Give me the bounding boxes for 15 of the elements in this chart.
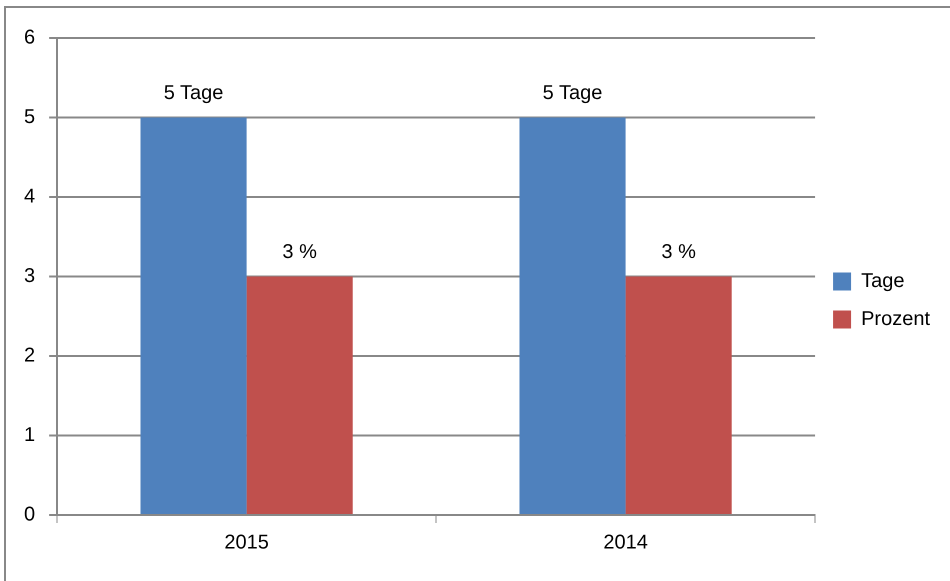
y-tick-label: 0 [24,504,36,526]
y-tick-label: 3 [24,265,36,288]
data-label: 3 % [282,241,318,264]
y-tick-label: 2 [24,344,36,367]
y-tick-label: 1 [24,424,36,446]
x-tick-label: 2014 [603,532,648,554]
legend-label: Prozent [861,308,930,330]
y-tick-label: 6 [24,26,36,49]
data-label: 3 % [661,241,696,264]
data-label: 5 Tage [164,82,224,104]
x-tick-label: 2015 [224,532,269,554]
y-tick-label: 5 [24,106,36,128]
legend-label: Tage [861,270,904,292]
y-tick-label: 4 [24,186,36,208]
data-label: 5 Tage [542,82,602,104]
